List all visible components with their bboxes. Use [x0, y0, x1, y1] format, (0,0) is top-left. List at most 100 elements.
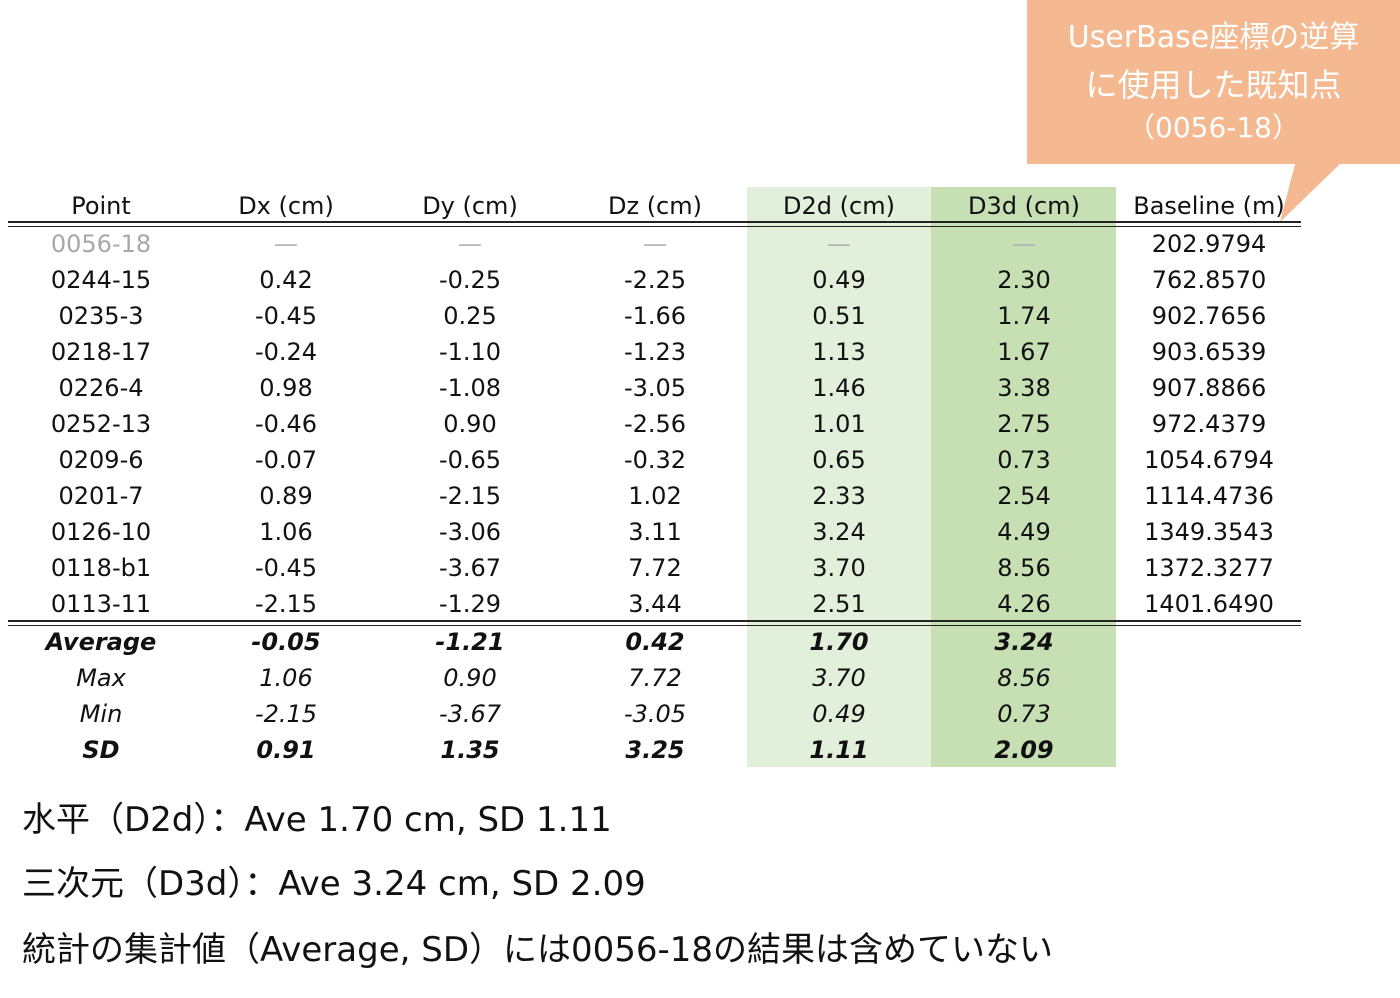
cell-point: 0209-6	[58, 446, 144, 474]
cell-dy: -1.08	[438, 374, 502, 402]
cell-dz: 7.72	[628, 554, 682, 582]
cell-baseline: 1372.3277	[1144, 554, 1274, 582]
cell-baseline: 903.6539	[1151, 338, 1267, 366]
cell-dz: 3.11	[628, 518, 682, 546]
cell-d2d: 3.24	[812, 518, 866, 546]
stat-max-d2d: 3.70	[812, 664, 866, 692]
cell-d2d: 1.46	[812, 374, 866, 402]
cell-point: 0056-18	[50, 230, 152, 258]
header-rule-bottom	[8, 226, 1301, 227]
header-dz: Dz (cm)	[607, 192, 702, 220]
cell-point: 0226-4	[58, 374, 144, 402]
cell-dx: 1.06	[259, 518, 313, 546]
cell-d3d: —	[1012, 230, 1036, 258]
cell-dz: -1.23	[623, 338, 687, 366]
note-three-d: 三次元（D3d）：Ave 3.24 cm, SD 2.09	[22, 864, 646, 904]
stat-average-dy: -1.21	[435, 628, 505, 656]
cell-d3d: 4.49	[997, 518, 1051, 546]
cell-dy: -3.67	[438, 554, 502, 582]
cell-baseline: 972.4379	[1151, 410, 1267, 438]
d3d-column-shading	[931, 187, 1116, 767]
cell-d2d: —	[827, 230, 851, 258]
cell-d2d: 1.13	[812, 338, 866, 366]
cell-dx: 0.98	[259, 374, 313, 402]
header-rule-top	[8, 221, 1301, 223]
cell-d2d: 0.51	[812, 302, 866, 330]
callout-line-3: （0056-18）	[1127, 111, 1300, 144]
cell-point: 0252-13	[50, 410, 152, 438]
note-horizontal: 水平（D2d）：Ave 1.70 cm, SD 1.11	[22, 800, 612, 840]
stat-sd-d3d: 2.09	[994, 736, 1054, 764]
cell-d3d: 1.67	[997, 338, 1051, 366]
cell-dx: -2.15	[254, 590, 318, 618]
callout-line-2: に使用した既知点	[1085, 66, 1342, 104]
cell-baseline: 1054.6794	[1144, 446, 1274, 474]
stat-min-point: Min	[79, 700, 123, 728]
stat-average-dz: 0.42	[625, 628, 685, 656]
stat-min-dz: -3.05	[623, 700, 687, 728]
stat-sd-dx: 0.91	[256, 736, 316, 764]
cell-point: 0126-10	[50, 518, 152, 546]
cell-dx: -0.07	[254, 446, 318, 474]
cell-point: 0118-b1	[50, 554, 152, 582]
cell-baseline: 1349.3543	[1144, 518, 1274, 546]
cell-baseline: 202.9794	[1151, 230, 1267, 258]
stat-max-dx: 1.06	[259, 664, 313, 692]
cell-d2d: 1.01	[812, 410, 866, 438]
cell-dx: -0.45	[254, 302, 318, 330]
stat-average-point: Average	[45, 628, 157, 656]
cell-d2d: 0.65	[812, 446, 866, 474]
stats-rule-top	[8, 620, 1301, 622]
stat-average-d3d: 3.24	[994, 628, 1054, 656]
cell-d3d: 3.38	[997, 374, 1051, 402]
cell-dz: —	[643, 230, 667, 258]
cell-d3d: 0.73	[997, 446, 1051, 474]
stat-min-d3d: 0.73	[997, 700, 1051, 728]
stat-average-dx: -0.05	[251, 628, 321, 656]
cell-dy: -1.29	[438, 590, 502, 618]
cell-dy: -2.15	[438, 482, 502, 510]
stat-min-dy: -3.67	[438, 700, 502, 728]
cell-baseline: 1114.4736	[1144, 482, 1274, 510]
cell-dz: 1.02	[628, 482, 682, 510]
stats-rule-bottom	[8, 625, 1301, 626]
cell-dy: 0.25	[443, 302, 497, 330]
cell-baseline: 1401.6490	[1144, 590, 1274, 618]
cell-point: 0244-15	[50, 266, 152, 294]
cell-dy: -0.25	[438, 266, 502, 294]
cell-point: 0235-3	[58, 302, 144, 330]
stat-average-d2d: 1.70	[809, 628, 869, 656]
cell-dz: -2.25	[623, 266, 687, 294]
cell-d2d: 2.51	[812, 590, 866, 618]
header-dy: Dy (cm)	[422, 192, 518, 220]
cell-point: 0201-7	[58, 482, 144, 510]
cell-dx: -0.45	[254, 554, 318, 582]
cell-d3d: 2.30	[997, 266, 1051, 294]
cell-dz: 3.44	[628, 590, 682, 618]
cell-baseline: 902.7656	[1151, 302, 1267, 330]
stat-max-dz: 7.72	[628, 664, 682, 692]
cell-baseline: 762.8570	[1151, 266, 1267, 294]
cell-dx: -0.24	[254, 338, 318, 366]
cell-dy: -3.06	[438, 518, 502, 546]
callout-line-1: UserBase座標の逆算	[1067, 20, 1360, 55]
note-statistics: 統計の集計値（Average, SD）には0056-18の結果は含めていない	[22, 930, 1054, 970]
cell-d3d: 2.75	[997, 410, 1051, 438]
cell-dz: -0.32	[623, 446, 687, 474]
cell-d3d: 8.56	[997, 554, 1051, 582]
cell-d2d: 0.49	[812, 266, 866, 294]
d2d-column-shading	[747, 187, 931, 767]
header-d2d: D2d (cm)	[783, 192, 895, 220]
stat-min-d2d: 0.49	[812, 700, 866, 728]
cell-dx: 0.89	[259, 482, 313, 510]
stat-sd-point: SD	[82, 736, 120, 764]
cell-dz: -3.05	[623, 374, 687, 402]
cell-d3d: 4.26	[997, 590, 1051, 618]
header-point: Point	[71, 192, 131, 220]
cell-point: 0218-17	[50, 338, 152, 366]
stat-sd-dy: 1.35	[440, 736, 500, 764]
stat-max-d3d: 8.56	[997, 664, 1051, 692]
stat-sd-d2d: 1.11	[809, 736, 869, 764]
stat-sd-dz: 3.25	[625, 736, 685, 764]
cell-dy: —	[458, 230, 482, 258]
